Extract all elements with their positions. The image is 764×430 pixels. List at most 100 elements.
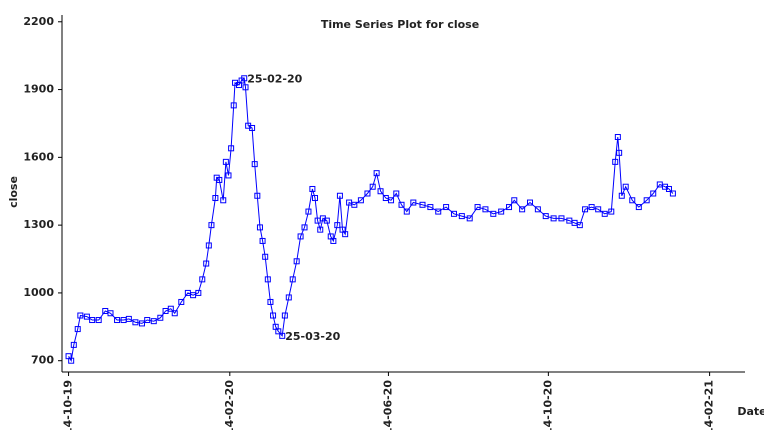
point-marker [281,312,288,319]
point-marker [398,201,405,208]
annotation: 25-02-20 [247,72,302,85]
point-marker [125,315,132,322]
y-tick-label: 2200 [23,15,54,28]
point-marker [107,310,114,317]
point-marker [83,313,90,320]
point-marker [95,317,102,324]
x-tick-label: 14-10-20 [541,380,554,430]
point-marker [608,208,615,215]
point-marker [669,190,676,197]
point-marker [595,206,602,213]
point-marker [262,253,269,260]
point-marker [635,204,642,211]
point-marker [199,276,206,283]
point-marker [576,222,583,229]
point-marker [427,204,434,211]
point-marker [601,210,608,217]
point-marker [138,320,145,327]
point-marker [157,314,164,321]
point-marker [256,224,263,231]
point-marker [527,199,534,206]
point-marker [357,197,364,204]
point-marker [228,145,235,152]
point-marker [458,213,465,220]
point-marker [588,204,595,211]
point-marker [212,195,219,202]
point-marker [254,192,261,199]
point-marker [241,75,248,82]
point-marker [216,176,223,183]
point-marker [150,318,157,325]
point-marker [77,312,84,319]
point-marker [622,183,629,190]
point-marker [220,197,227,204]
y-tick-label: 1600 [23,150,54,163]
point-marker [293,258,300,265]
point-marker [317,226,324,233]
point-marker [616,149,623,156]
point-marker [259,237,266,244]
point-marker [474,204,481,211]
y-axis-label: close [7,176,20,208]
point-marker [289,276,296,283]
point-marker [582,206,589,213]
point-marker [242,84,249,91]
point-marker [264,276,271,283]
point-marker [178,298,185,305]
point-marker [205,242,212,249]
point-marker [275,328,282,335]
point-marker [267,298,274,305]
point-marker [618,192,625,199]
point-marker [388,197,395,204]
point-marker [330,237,337,244]
point-marker [614,134,621,141]
point-marker [167,305,174,312]
point-marker [506,204,513,211]
point-marker [171,310,178,317]
point-marker [490,210,497,217]
point-marker [643,197,650,204]
point-marker [369,183,376,190]
point-marker [351,201,358,208]
point-marker [334,222,341,229]
y-tick-label: 1300 [23,218,54,231]
point-marker [419,201,426,208]
point-marker [208,222,215,229]
point-marker [393,190,400,197]
point-marker [312,195,319,202]
point-marker [403,208,410,215]
point-marker [482,206,489,213]
point-marker [558,215,565,222]
point-marker [511,197,518,204]
point-marker [534,206,541,213]
series-line [68,77,674,363]
point-marker [650,190,657,197]
point-marker [336,192,343,199]
annotation: 25-03-20 [285,330,340,343]
y-tick-label: 700 [31,354,54,367]
point-marker [230,102,237,109]
point-marker [297,233,304,240]
chart-title: Time Series Plot for close [321,18,479,31]
x-tick-label: 14-02-21 [703,380,716,430]
point-marker [519,206,526,213]
point-marker [612,158,619,165]
x-axis-label: Date [737,405,764,418]
point-marker [542,213,549,220]
point-marker [443,204,450,211]
point-marker [450,210,457,217]
y-tick-label: 1000 [23,286,54,299]
point-marker [225,172,232,179]
point-marker [114,317,121,324]
point-marker [89,317,96,324]
point-marker [305,208,312,215]
point-marker [342,231,349,238]
point-marker [222,158,229,165]
point-marker [410,199,417,206]
point-marker [550,215,557,222]
point-marker [249,124,256,131]
point-marker [270,312,277,319]
point-marker [435,208,442,215]
point-marker [70,341,77,348]
